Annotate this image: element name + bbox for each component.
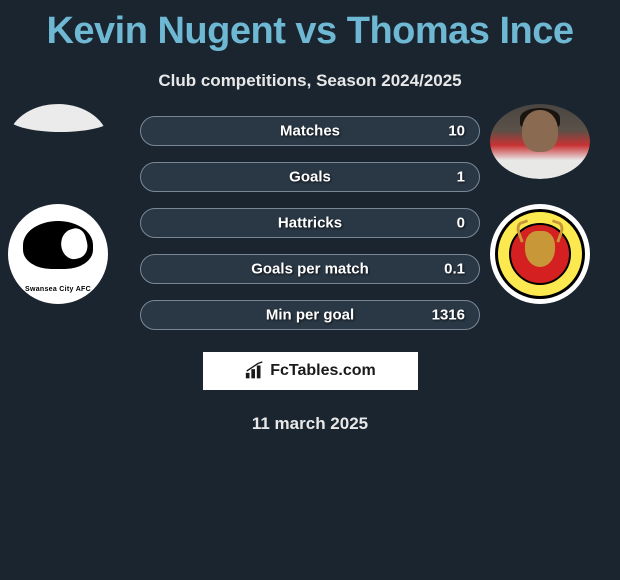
player-photo-icon <box>490 104 590 179</box>
brand-badge[interactable]: FcTables.com <box>203 352 418 390</box>
player-left-photo <box>8 104 108 179</box>
stat-bars: Matches 10 Goals 1 Hattricks 0 Goals per… <box>140 116 480 330</box>
brand-text: FcTables.com <box>270 362 376 380</box>
stat-label: Goals per match <box>251 261 369 278</box>
stat-label: Matches <box>280 123 340 140</box>
swansea-logo-icon: Swansea City AFC <box>13 209 103 299</box>
club-left-name: Swansea City AFC <box>13 286 103 293</box>
left-column: Swansea City AFC <box>8 104 108 304</box>
stat-label: Goals <box>289 169 331 186</box>
stat-label: Min per goal <box>266 307 354 324</box>
stat-row-goals: Goals 1 <box>140 162 480 192</box>
stat-value-right: 0 <box>457 215 465 232</box>
stat-row-mpg: Min per goal 1316 <box>140 300 480 330</box>
stat-value-right: 0.1 <box>444 261 465 278</box>
stat-value-right: 1 <box>457 169 465 186</box>
chart-icon <box>244 361 266 381</box>
date-text: 11 march 2025 <box>0 414 620 434</box>
stat-value-right: 1316 <box>432 307 465 324</box>
club-left-badge: Swansea City AFC <box>8 204 108 304</box>
placeholder-avatar-icon <box>8 104 108 132</box>
watford-logo-icon <box>495 209 585 299</box>
page-title: Kevin Nugent vs Thomas Ince <box>0 0 620 53</box>
player-right-photo <box>490 104 590 179</box>
club-right-badge <box>490 204 590 304</box>
subtitle: Club competitions, Season 2024/2025 <box>0 71 620 91</box>
right-column <box>490 104 590 304</box>
stat-value-right: 10 <box>448 123 465 140</box>
stat-row-hattricks: Hattricks 0 <box>140 208 480 238</box>
stats-area: Swansea City AFC <box>0 116 620 330</box>
stat-row-gpm: Goals per match 0.1 <box>140 254 480 284</box>
comparison-card: Kevin Nugent vs Thomas Ince Club competi… <box>0 0 620 580</box>
stat-label: Hattricks <box>278 215 342 232</box>
stat-row-matches: Matches 10 <box>140 116 480 146</box>
